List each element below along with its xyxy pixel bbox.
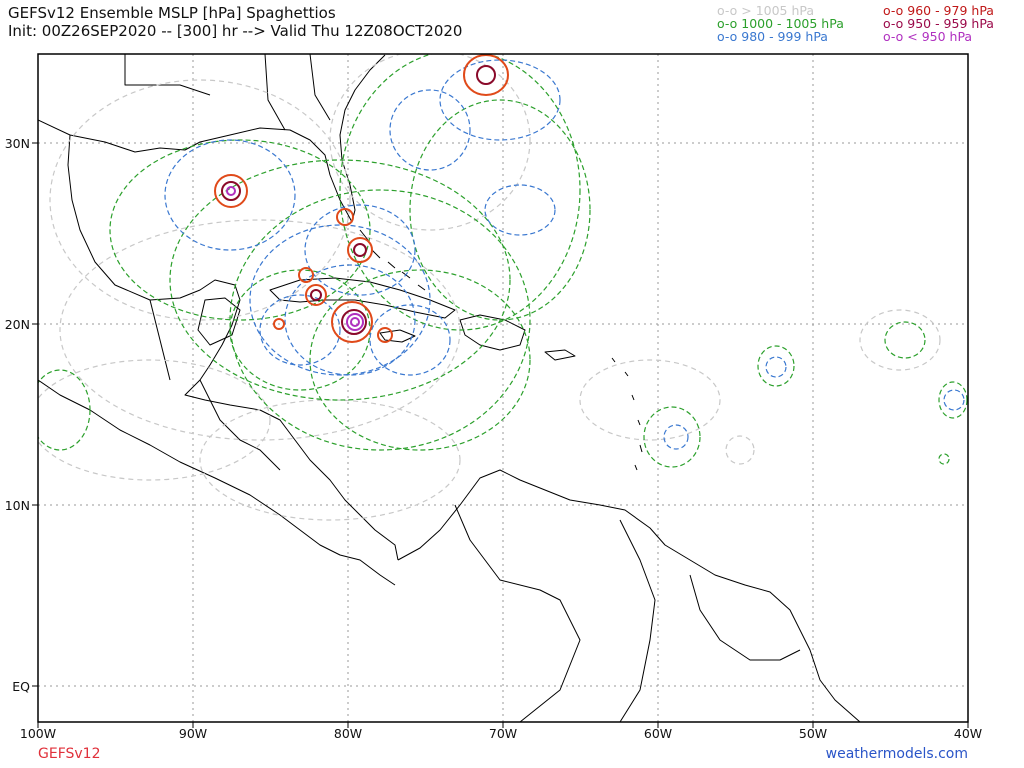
lon-label-70w: 70W (488, 726, 518, 741)
lon-label-60w: 60W (643, 726, 673, 741)
contours-1000-1005 (38, 54, 968, 468)
map-frame (37, 53, 969, 723)
lon-label-100w: 100W (19, 726, 57, 741)
legend-item-below-950: o-o < 950 hPa (883, 29, 973, 44)
legend-item-950-959: o-o 950 - 959 hPa (883, 16, 994, 31)
model-name-footer: GEFSv12 (38, 746, 101, 762)
contours-above-1005 (38, 54, 941, 521)
legend-item-980-999: o-o 980 - 999 hPa (717, 29, 828, 44)
legend-item-1000-1005: o-o 1000 - 1005 hPa (717, 16, 844, 31)
lat-label-30n: 30N (4, 136, 30, 151)
tick-marks (32, 142, 969, 728)
legend-item-above-1005: o-o > 1005 hPa (717, 3, 815, 18)
source-link[interactable]: weathermodels.com (825, 746, 968, 762)
coastlines (38, 54, 861, 722)
lat-label-10n: 10N (4, 498, 30, 513)
gridlines (38, 54, 968, 722)
contours-980-999 (164, 59, 965, 450)
lon-label-80w: 80W (333, 726, 363, 741)
lon-label-50w: 50W (798, 726, 828, 741)
chart-title: GEFSv12 Ensemble MSLP [hPa] Spaghettios (8, 4, 336, 22)
lat-label-eq: EQ (12, 679, 30, 694)
lat-label-20n: 20N (4, 317, 30, 332)
legend-item-960-979: o-o 960 - 979 hPa (883, 3, 994, 18)
lon-label-40w: 40W (953, 726, 983, 741)
contours-960-979 (214, 54, 509, 343)
lon-label-90w: 90W (178, 726, 208, 741)
contours-below-950 (226, 186, 364, 331)
init-valid-line: Init: 00Z26SEP2020 -- [300] hr --> Valid… (8, 22, 463, 40)
contours-950-959 (221, 65, 496, 335)
